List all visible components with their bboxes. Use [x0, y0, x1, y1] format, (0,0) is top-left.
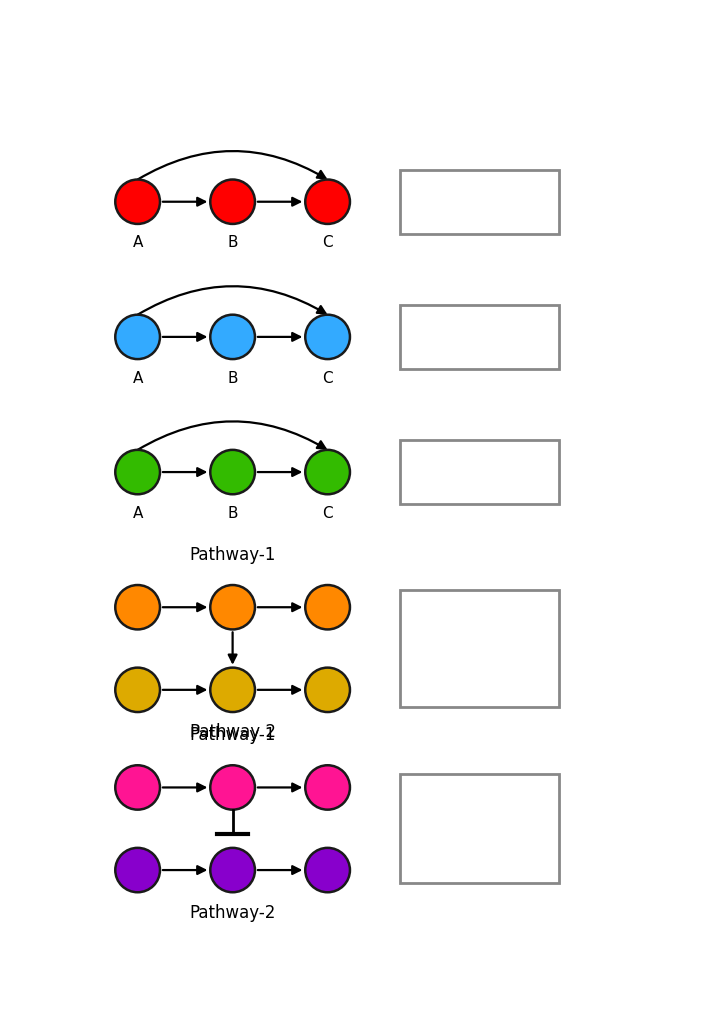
Ellipse shape [305, 848, 350, 892]
Ellipse shape [211, 765, 255, 810]
Text: A: A [133, 371, 143, 385]
Bar [400, 590, 559, 707]
Ellipse shape [305, 179, 350, 224]
Text: C: C [322, 236, 333, 250]
Text: Pathway-1: Pathway-1 [190, 546, 276, 564]
Text: Pathway 2: Pathway 2 [190, 723, 275, 741]
Ellipse shape [115, 668, 160, 712]
Ellipse shape [115, 450, 160, 495]
Bar [400, 440, 559, 504]
Ellipse shape [305, 450, 350, 495]
FancyArrowPatch shape [138, 422, 325, 450]
Text: A: A [133, 506, 143, 520]
Text: A: A [133, 236, 143, 250]
Ellipse shape [211, 848, 255, 892]
Ellipse shape [115, 848, 160, 892]
Bar [400, 170, 559, 233]
Text: C: C [322, 506, 333, 520]
Ellipse shape [305, 585, 350, 630]
Ellipse shape [115, 179, 160, 224]
Ellipse shape [211, 314, 255, 359]
Ellipse shape [211, 668, 255, 712]
Text: B: B [227, 506, 238, 520]
FancyArrowPatch shape [138, 287, 325, 314]
Ellipse shape [305, 765, 350, 810]
Bar [400, 774, 559, 883]
Ellipse shape [115, 585, 160, 630]
Text: Pathway-1: Pathway-1 [190, 726, 276, 744]
Text: B: B [227, 371, 238, 385]
Text: C: C [322, 371, 333, 385]
Ellipse shape [305, 314, 350, 359]
FancyArrowPatch shape [138, 152, 325, 179]
Ellipse shape [211, 450, 255, 495]
Ellipse shape [305, 668, 350, 712]
Bar [400, 305, 559, 369]
Ellipse shape [211, 179, 255, 224]
Ellipse shape [115, 314, 160, 359]
Text: Pathway-2: Pathway-2 [190, 903, 276, 922]
Text: B: B [227, 236, 238, 250]
Ellipse shape [115, 765, 160, 810]
Ellipse shape [211, 585, 255, 630]
